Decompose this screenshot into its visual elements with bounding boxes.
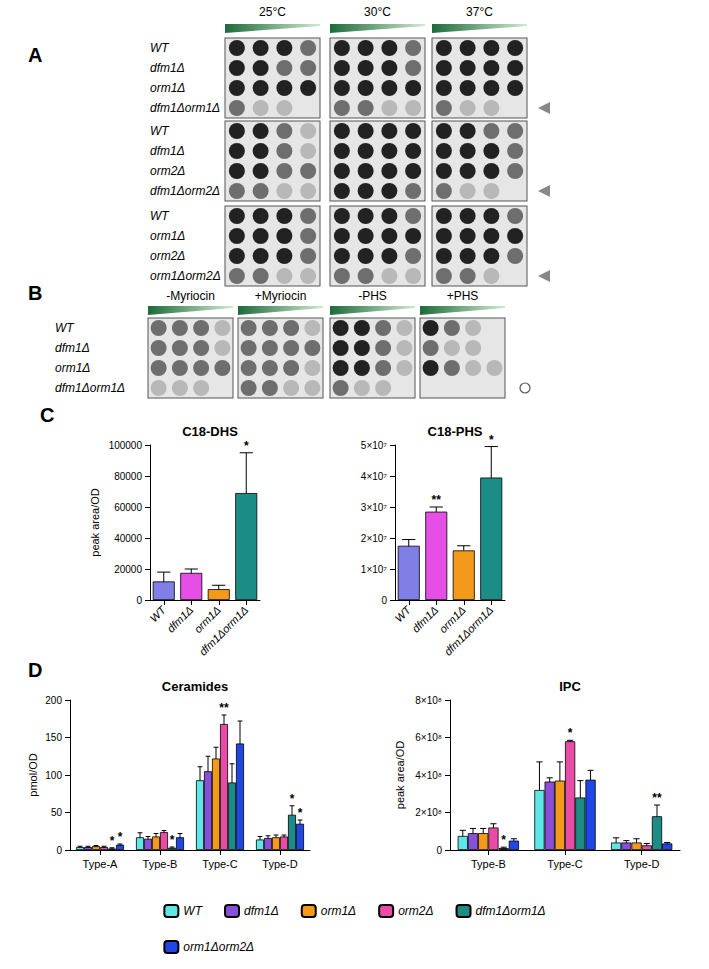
svg-text:D: D xyxy=(28,659,42,681)
svg-text:0: 0 xyxy=(381,595,387,606)
svg-text:**: ** xyxy=(432,493,442,507)
svg-text:37°C: 37°C xyxy=(466,5,493,19)
svg-text:4×10⁷: 4×10⁷ xyxy=(361,471,388,482)
svg-text:**: ** xyxy=(219,701,229,715)
svg-text:1×10⁷: 1×10⁷ xyxy=(361,564,388,575)
svg-text:peak area/OD: peak area/OD xyxy=(89,488,101,557)
svg-text:dfm1Δ: dfm1Δ xyxy=(150,61,185,75)
svg-text:*: * xyxy=(170,833,175,847)
svg-text:WT: WT xyxy=(150,41,170,55)
svg-text:-PHS: -PHS xyxy=(358,289,387,303)
svg-text:0: 0 xyxy=(136,595,142,606)
svg-text:Type-D: Type-D xyxy=(624,858,660,870)
svg-text:C18-DHS: C18-DHS xyxy=(182,424,238,439)
svg-text:dfm1Δorm1Δ: dfm1Δorm1Δ xyxy=(150,101,220,115)
svg-text:dfm1Δorm2Δ: dfm1Δorm2Δ xyxy=(150,184,220,198)
svg-text:pmol/OD: pmol/OD xyxy=(27,753,39,796)
svg-text:Type-A: Type-A xyxy=(83,858,119,870)
svg-text:Type-C: Type-C xyxy=(547,858,583,870)
svg-text:Type-B: Type-B xyxy=(471,858,506,870)
svg-text:*: * xyxy=(290,792,295,806)
svg-text:100: 100 xyxy=(45,770,62,781)
svg-text:25°C: 25°C xyxy=(259,5,286,19)
svg-text:*: * xyxy=(298,806,303,820)
svg-text:100000: 100000 xyxy=(109,440,143,451)
svg-text:2×10⁸: 2×10⁸ xyxy=(415,807,442,818)
svg-text:*: * xyxy=(110,834,115,848)
svg-text:dfm1Δorm1Δ: dfm1Δorm1Δ xyxy=(197,604,251,658)
svg-text:150: 150 xyxy=(45,732,62,743)
svg-text:3×10⁷: 3×10⁷ xyxy=(361,502,388,513)
svg-text:4×10⁸: 4×10⁸ xyxy=(415,770,442,781)
svg-text:Ceramides: Ceramides xyxy=(162,679,228,694)
svg-text:6×10⁸: 6×10⁸ xyxy=(415,732,442,743)
svg-text:dfm1Δ: dfm1Δ xyxy=(150,144,185,158)
svg-text:+Myriocin: +Myriocin xyxy=(255,289,307,303)
svg-text:50: 50 xyxy=(51,807,63,818)
svg-text:WT: WT xyxy=(150,124,170,138)
svg-text:8×10⁸: 8×10⁸ xyxy=(415,695,442,706)
svg-text:0: 0 xyxy=(436,845,442,856)
svg-text:Type-B: Type-B xyxy=(143,858,178,870)
svg-text:WT: WT xyxy=(55,321,75,335)
svg-text:**: ** xyxy=(652,791,662,805)
svg-text:orm1Δ: orm1Δ xyxy=(150,229,185,243)
svg-text:orm2Δ: orm2Δ xyxy=(398,904,433,918)
svg-text:dfm1Δ: dfm1Δ xyxy=(165,604,196,635)
svg-text:*: * xyxy=(501,833,506,847)
svg-text:peak area/OD: peak area/OD xyxy=(394,741,406,810)
svg-text:+PHS: +PHS xyxy=(447,289,479,303)
svg-text:dfm1Δ: dfm1Δ xyxy=(244,904,279,918)
svg-text:WT: WT xyxy=(392,603,413,624)
svg-text:Type-C: Type-C xyxy=(202,858,238,870)
svg-text:orm1Δ: orm1Δ xyxy=(321,904,356,918)
svg-text:A: A xyxy=(28,44,42,66)
svg-text:orm2Δ: orm2Δ xyxy=(150,164,185,178)
svg-text:*: * xyxy=(244,439,249,453)
svg-text:C: C xyxy=(40,404,54,426)
svg-text:80000: 80000 xyxy=(114,471,142,482)
svg-text:dfm1Δorm1Δ: dfm1Δorm1Δ xyxy=(55,381,125,395)
svg-text:*: * xyxy=(489,433,494,447)
svg-text:WT: WT xyxy=(183,904,203,918)
svg-text:orm2Δ: orm2Δ xyxy=(150,249,185,263)
svg-text:dfm1Δ: dfm1Δ xyxy=(55,341,90,355)
svg-text:dfm1Δorm1Δ: dfm1Δorm1Δ xyxy=(476,904,546,918)
svg-text:Type-D: Type-D xyxy=(262,858,298,870)
svg-text:200: 200 xyxy=(45,695,62,706)
svg-text:*: * xyxy=(118,830,123,844)
svg-text:C18-PHS: C18-PHS xyxy=(428,424,483,439)
svg-text:60000: 60000 xyxy=(114,502,142,513)
svg-text:*: * xyxy=(568,726,573,740)
svg-text:-Myriocin: -Myriocin xyxy=(166,289,215,303)
svg-text:20000: 20000 xyxy=(114,564,142,575)
svg-text:B: B xyxy=(28,282,42,304)
svg-text:dfm1Δorm1Δ: dfm1Δorm1Δ xyxy=(442,604,496,658)
svg-text:40000: 40000 xyxy=(114,533,142,544)
svg-text:orm1Δ: orm1Δ xyxy=(150,81,185,95)
svg-text:dfm1Δ: dfm1Δ xyxy=(410,604,441,635)
svg-text:0: 0 xyxy=(56,845,62,856)
svg-text:orm1Δ: orm1Δ xyxy=(55,361,90,375)
svg-text:WT: WT xyxy=(147,603,168,624)
svg-text:orm1Δorm2Δ: orm1Δorm2Δ xyxy=(183,940,254,954)
svg-text:IPC: IPC xyxy=(559,679,581,694)
svg-text:orm1Δorm2Δ: orm1Δorm2Δ xyxy=(150,269,221,283)
svg-text:2×10⁷: 2×10⁷ xyxy=(361,533,388,544)
svg-text:WT: WT xyxy=(150,209,170,223)
svg-text:30°C: 30°C xyxy=(364,5,391,19)
svg-text:5×10⁷: 5×10⁷ xyxy=(361,440,388,451)
